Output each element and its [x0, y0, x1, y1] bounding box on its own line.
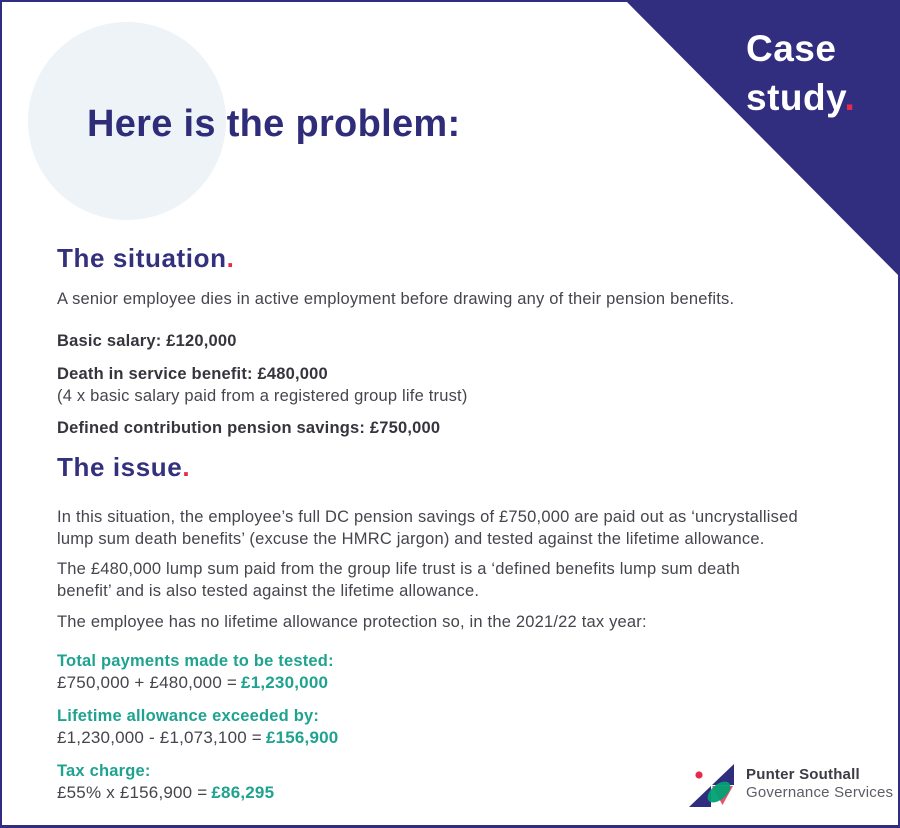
- issue-paragraph-1-line-2: lump sum death benefits’ (excuse the HMR…: [57, 529, 765, 548]
- punter-southall-logo-text: Punter Southall Governance Services: [746, 766, 893, 802]
- calc-total-payments-label: Total payments made to be tested:: [57, 652, 334, 670]
- badge-text-study: study: [746, 77, 845, 118]
- issue-paragraph-1: In this situation, the employee’s full D…: [57, 507, 857, 550]
- situation-intro: A senior employee dies in active employm…: [57, 290, 735, 308]
- fact-dc-pension-value: Defined contribution pension savings: £7…: [57, 419, 441, 437]
- situation-heading-text: The situation: [57, 243, 227, 273]
- logo-company-name: Punter Southall: [746, 766, 860, 783]
- calc-lta-exceeded-expression: £1,230,000 - £1,073,100 =: [57, 728, 262, 747]
- badge-text-case: Case: [746, 28, 837, 69]
- issue-paragraph-1-line-1: In this situation, the employee’s full D…: [57, 508, 798, 526]
- fact-death-in-service: Death in service benefit: £480,000 (4 x …: [57, 363, 857, 407]
- calc-lta-exceeded: Lifetime allowance exceeded by: £1,230,0…: [57, 706, 857, 748]
- badge-line-2: study.: [746, 73, 855, 122]
- fact-death-in-service-value: Death in service benefit: £480,000: [57, 365, 328, 383]
- logo-division-name: Governance Services: [746, 784, 894, 801]
- calc-tax-charge: Tax charge: £55% x £156,900 = £86,295: [57, 761, 857, 803]
- issue-paragraph-3: The employee has no lifetime allowance p…: [57, 613, 647, 631]
- badge-red-period: .: [844, 77, 856, 118]
- fact-basic-salary: Basic salary: £120,000: [57, 330, 857, 352]
- calc-total-payments-expression: £750,000 + £480,000 =: [57, 673, 238, 692]
- calc-tax-charge-equation: £55% x £156,900 = £86,295: [57, 782, 857, 803]
- issue-paragraph-2-line-1: The £480,000 lump sum paid from the grou…: [57, 560, 740, 578]
- case-study-badge: Case study.: [746, 24, 855, 122]
- calc-total-payments: Total payments made to be tested: £750,0…: [57, 651, 857, 693]
- issue-paragraph-2: The £480,000 lump sum paid from the grou…: [57, 559, 857, 602]
- punter-southall-logo-mark: [689, 764, 734, 807]
- calc-lta-exceeded-result: £156,900: [265, 728, 339, 747]
- calc-tax-charge-result: £86,295: [211, 783, 275, 802]
- page-title: Here is the problem:: [87, 103, 461, 145]
- calc-total-payments-equation: £750,000 + £480,000 = £1,230,000: [57, 672, 857, 693]
- badge-line-1: Case: [746, 24, 855, 73]
- corner-triangle: [626, 2, 898, 275]
- calc-tax-charge-expression: £55% x £156,900 =: [57, 783, 208, 802]
- calc-tax-charge-label: Tax charge:: [57, 762, 151, 780]
- calc-lta-exceeded-equation: £1,230,000 - £1,073,100 = £156,900: [57, 727, 857, 748]
- issue-heading: The issue.: [57, 452, 190, 483]
- calc-total-payments-result: £1,230,000: [241, 673, 329, 692]
- fact-basic-salary-value: Basic salary: £120,000: [57, 332, 237, 350]
- decorative-circle: [28, 22, 226, 220]
- issue-paragraph-2-line-2: benefit’ and is also tested against the …: [57, 581, 480, 600]
- fact-dc-pension: Defined contribution pension savings: £7…: [57, 417, 857, 439]
- punter-southall-logo: Punter Southall Governance Services: [688, 759, 893, 809]
- situation-heading-period: .: [226, 243, 235, 273]
- situation-heading: The situation.: [57, 243, 234, 274]
- issue-heading-text: The issue: [57, 452, 183, 482]
- fact-death-in-service-note: (4 x basic salary paid from a registered…: [57, 387, 468, 405]
- calc-lta-exceeded-label: Lifetime allowance exceeded by:: [57, 707, 320, 725]
- issue-heading-period: .: [182, 452, 191, 482]
